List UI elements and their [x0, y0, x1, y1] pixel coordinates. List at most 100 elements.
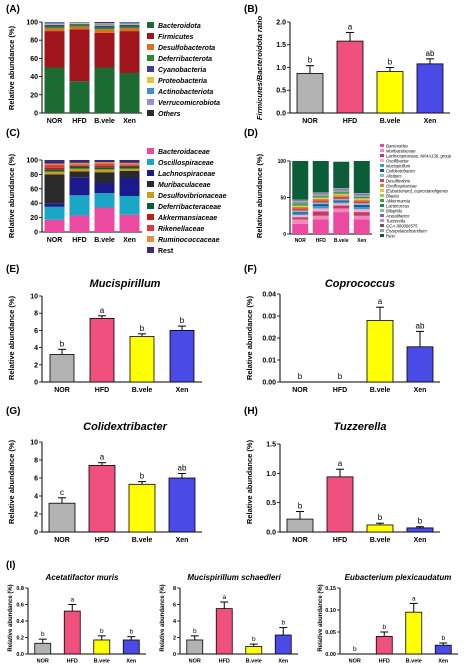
- sig-label-h-2: b: [378, 513, 383, 522]
- sig-label-e-2: b: [140, 324, 145, 333]
- stack-seg-d-0-0: [292, 223, 309, 234]
- bar-h-2: [366, 524, 394, 533]
- chart-d: 0 50 100 NOR HFD B.vele Xen: [278, 159, 372, 244]
- xtick-label-e-3: Xen: [176, 387, 189, 394]
- stack-seg-a-3-3: [119, 26, 140, 29]
- stack-seg-c-1-5: [69, 166, 90, 169]
- stack-seg-d-0-16: [292, 200, 309, 202]
- legend-d-swatch-4: [380, 164, 384, 167]
- stack-seg-c-3-9: [119, 160, 140, 163]
- sig-label-g-0: c: [60, 488, 64, 497]
- stack-seg-c-3-2: [119, 178, 140, 196]
- stack-seg-d-2-7: [333, 196, 350, 199]
- panel-label-g: (G): [6, 406, 20, 417]
- legend-c-label-6: Akkermansiaceae: [157, 215, 217, 222]
- stack-seg-d-3-16: [353, 193, 370, 195]
- stack-seg-d-1-8: [312, 198, 329, 201]
- stack-seg-d-3-6: [353, 203, 370, 205]
- chart-a: 0 20 40 60 80 100 NOR HFD B.vele Xen: [26, 19, 142, 125]
- stack-seg-d-2-13: [333, 190, 350, 192]
- sig-label-e-1: a: [100, 306, 105, 315]
- sig-label-g-1: a: [100, 453, 105, 462]
- stack-seg-c-3-5: [119, 166, 140, 169]
- legend-c-swatch-9: [147, 247, 154, 253]
- ylabel-h: Relative abundance (%): [245, 439, 254, 524]
- sig-label-f-0: b: [298, 372, 303, 381]
- ytick-label-i3-2: 0.10: [325, 608, 336, 614]
- legend-d-label-13: Bilophila: [386, 209, 403, 214]
- ytick-label-a-1: 20: [30, 92, 38, 99]
- stack-seg-a-3-5: [119, 23, 140, 25]
- ylabel-f: Relative abundance (%): [245, 295, 254, 380]
- stack-seg-d-0-13: [292, 202, 309, 204]
- ytick-label-h-3: 1.5: [266, 441, 276, 448]
- panel-label-i: (I): [6, 560, 15, 571]
- ytick-label-b-3: 1.5: [276, 42, 286, 49]
- legend-d-label-0: Bacteroides: [386, 144, 409, 149]
- stack-seg-d-3-9: [353, 198, 370, 200]
- ytick-label-a-0: 0: [34, 110, 38, 117]
- ytick-label-a-4: 80: [30, 38, 38, 45]
- legend-a-label-5: Proteobacteria: [158, 78, 207, 85]
- legend-a-label-6: Actinobacteriota: [157, 89, 213, 96]
- stack-seg-d-1-12: [312, 196, 329, 197]
- ylabel-g: Relative abundance (%): [7, 439, 16, 524]
- ylabel-a: Relative abundance (%): [7, 25, 16, 110]
- stack-seg-a-2-2: [94, 29, 115, 33]
- legend-a-label-0: Bacteroidota: [158, 23, 201, 30]
- ytick-label-i2-2: 4: [173, 619, 177, 625]
- xtick-label-h-2: B.vele: [370, 537, 391, 544]
- bar-e-2: [129, 336, 155, 383]
- xtick-label-g-0: NOR: [54, 537, 70, 544]
- stack-seg-c-3-8: [119, 162, 140, 165]
- bar-i3-2: [405, 611, 423, 655]
- stack-seg-d-0-8: [292, 206, 309, 209]
- stack-seg-d-0-11: [292, 204, 309, 206]
- stack-seg-d-2-14: [333, 190, 350, 191]
- bar-i1-0: [34, 642, 52, 655]
- stack-seg-d-1-9: [312, 198, 329, 199]
- legend-c-swatch-4: [147, 192, 154, 198]
- stack-seg-a-3-1: [119, 31, 140, 73]
- ylabel-i2: Relative abundance (%): [160, 584, 166, 651]
- legend-a-swatch-2: [147, 44, 154, 50]
- stack-seg-d-1-6: [312, 202, 329, 205]
- stack-seg-d-3-1: [353, 215, 370, 220]
- ytick-label-c-5: 100: [26, 157, 38, 164]
- legend-a-label-1: Firmicutes: [158, 34, 194, 41]
- stack-seg-d-0-15: [292, 201, 309, 202]
- stack-seg-c-2-2: [94, 183, 115, 194]
- bar-e-0: [49, 354, 75, 383]
- stack-seg-d-0-3: [292, 215, 309, 218]
- stack-seg-c-1-8: [69, 162, 90, 165]
- stack-seg-d-1-10: [312, 197, 329, 199]
- xtick-label-i3-0: NOR: [349, 659, 361, 665]
- stack-seg-d-3-7: [353, 201, 370, 204]
- stack-seg-d-2-16: [333, 188, 350, 190]
- stack-seg-c-2-3: [94, 172, 115, 184]
- ytick-label-g-2: 4: [34, 493, 38, 500]
- legend-d-label-5: Colidextribacter: [386, 169, 416, 174]
- stack-seg-a-3-4: [119, 24, 140, 27]
- xtick-label-i2-2: B.vele: [246, 659, 262, 665]
- stack-seg-a-2-1: [94, 32, 115, 68]
- stack-seg-c-2-7: [94, 163, 115, 166]
- panel-label-a: (A): [6, 4, 20, 15]
- stack-seg-d-2-11: [333, 192, 350, 194]
- ytick-label-c-3: 60: [30, 186, 38, 193]
- stack-seg-c-1-9: [69, 160, 90, 163]
- legend-a-label-3: Deferribacterota: [158, 56, 212, 63]
- stack-seg-d-0-12: [292, 203, 309, 205]
- ytick-label-i2-1: 2: [173, 635, 176, 641]
- xtick-label-a-3: Xen: [123, 118, 136, 125]
- legend-c-swatch-8: [147, 236, 154, 242]
- ytick-label-c-0: 0: [34, 229, 38, 236]
- stack-seg-d-3-12: [353, 196, 370, 198]
- stack-seg-a-2-6: [94, 23, 115, 25]
- ytick-label-e-5: 10: [30, 293, 38, 300]
- legend-d-swatch-2: [380, 154, 384, 157]
- stack-seg-c-1-0: [69, 215, 90, 232]
- bar-i2-3: [274, 634, 292, 655]
